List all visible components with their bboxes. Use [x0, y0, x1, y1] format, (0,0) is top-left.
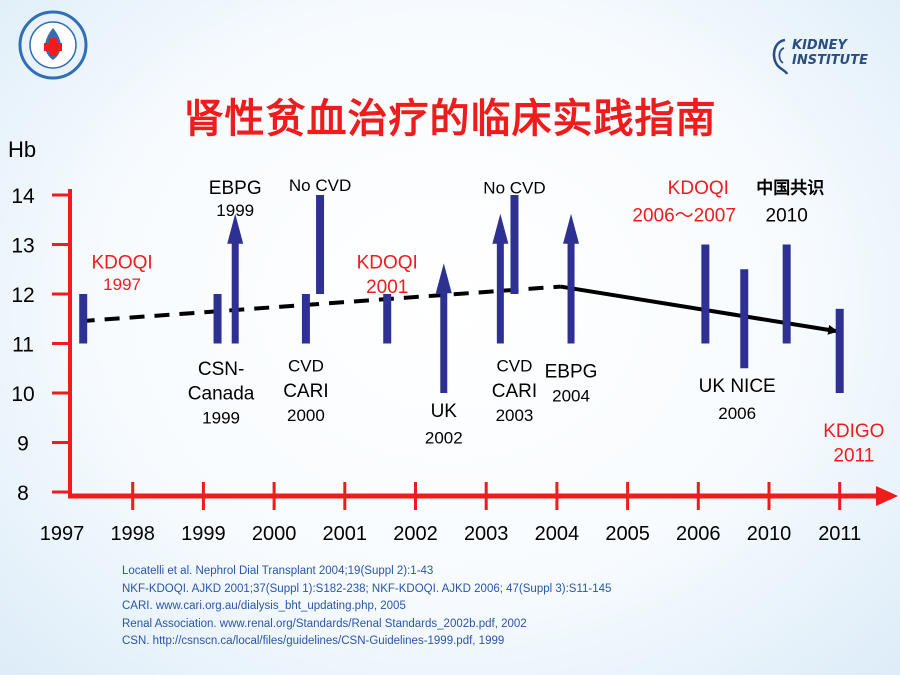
- trend-solid-arrow: [560, 284, 839, 335]
- logo-line-1: KIDNEY: [792, 38, 847, 53]
- guideline-label: EBPG: [545, 361, 598, 382]
- guideline-label: Canada: [188, 384, 255, 405]
- logo-line-2: INSTITUTE: [792, 53, 868, 68]
- range-arrow-shaft: [496, 227, 504, 344]
- range-bar: [301, 294, 310, 344]
- x-tick-label: 2004: [535, 523, 580, 545]
- x-tick-label: 2011: [818, 523, 861, 545]
- guideline-label: CARI: [492, 381, 537, 402]
- range-arrow-head: [227, 213, 244, 244]
- guideline-label: KDOQI: [91, 252, 152, 273]
- hospital-logo: [18, 8, 88, 82]
- y-tick-label: 10: [11, 383, 34, 406]
- range-bar: [383, 294, 392, 344]
- guideline-label: KDOQI: [668, 178, 729, 199]
- guideline-label: 2004: [552, 386, 590, 405]
- guideline-label: 1997: [103, 275, 141, 294]
- range-bar: [740, 269, 749, 369]
- range-bar: [79, 294, 88, 344]
- guideline-label: UK NICE: [699, 376, 776, 397]
- y-tick-label: 11: [12, 334, 34, 357]
- x-tick-label: 1998: [110, 523, 155, 545]
- reference-item: NKF-KDOQI. AJKD 2001;37(Suppl 1):S182-23…: [122, 582, 612, 595]
- guideline-label: 2000: [287, 406, 325, 425]
- range-bar: [701, 244, 710, 344]
- x-tick-label: 1999: [181, 523, 226, 545]
- y-tick-label: 9: [17, 433, 29, 456]
- y-tick-label: 14: [11, 185, 35, 208]
- guideline-label: CARI: [283, 381, 328, 402]
- guideline-label: UK: [431, 401, 458, 422]
- guideline-label: CVD: [288, 357, 324, 376]
- trend-dashed-line: [79, 284, 561, 324]
- reference-item: Locatelli et al. Nephrol Dial Transplant…: [122, 565, 434, 577]
- guideline-label: KDOQI: [357, 252, 418, 273]
- guideline-label: 2001: [366, 277, 408, 298]
- guideline-label: 2002: [425, 429, 463, 448]
- range-arrow-shaft: [231, 227, 239, 344]
- guideline-label: 1999: [216, 201, 254, 220]
- reference-list: Locatelli et al. Nephrol Dial Transplant…: [122, 563, 611, 651]
- guideline-label: CSN-: [198, 359, 244, 380]
- x-tick-label: 2006: [676, 523, 721, 545]
- guideline-label: EBPG: [209, 178, 262, 199]
- slide-title: 肾性贫血治疗的临床实践指南: [183, 96, 717, 142]
- guideline-label: 2006～2007: [632, 205, 736, 226]
- reference-item: Renal Association. www.renal.org/Standar…: [122, 617, 527, 630]
- y-axis-label: Hb: [8, 137, 36, 162]
- x-tick-label: 2010: [747, 523, 792, 545]
- range-arrow-head: [435, 263, 452, 294]
- x-tick-label: 2005: [605, 523, 650, 545]
- guideline-label: 中国共识: [756, 178, 824, 198]
- range-arrow-head: [492, 213, 509, 244]
- guideline-label: No CVD: [289, 176, 351, 195]
- guideline-label: No CVD: [483, 179, 545, 198]
- range-bar: [316, 195, 325, 294]
- range-arrow-head: [563, 213, 580, 244]
- guideline-label: CVD: [497, 357, 533, 376]
- x-tick-label: 1997: [40, 523, 85, 545]
- reference-item: CARI. www.cari.org.au/dialysis_bht_updat…: [122, 600, 406, 613]
- range-arrow-shaft: [567, 227, 575, 344]
- x-tick-label: 2003: [464, 523, 509, 545]
- range-bar: [510, 195, 519, 294]
- x-tick-label: 2002: [393, 523, 438, 545]
- kidney-institute-logo: KIDNEY INSTITUTE: [770, 36, 882, 78]
- guideline-label: 2010: [766, 205, 808, 226]
- reference-item: CSN. http://csnscn.ca/local/files/guidel…: [122, 635, 505, 648]
- range-bar: [782, 244, 791, 344]
- x-tick-label: 2000: [252, 523, 297, 545]
- guideline-label: 1999: [202, 409, 240, 428]
- range-arrow-shaft: [440, 277, 448, 393]
- range-bar: [213, 294, 222, 344]
- x-tick-label: 2001: [323, 523, 368, 545]
- guideline-label: 2011: [833, 446, 874, 467]
- range-bar: [835, 308, 844, 393]
- guideline-label: 2003: [496, 406, 534, 425]
- y-tick-label: 8: [17, 482, 29, 505]
- guideline-label: KDIGO: [823, 421, 884, 442]
- y-tick-label: 13: [11, 235, 34, 258]
- guideline-label: 2006: [718, 404, 756, 423]
- x-axis-arrowhead: [876, 486, 898, 506]
- y-tick-label: 12: [11, 284, 34, 307]
